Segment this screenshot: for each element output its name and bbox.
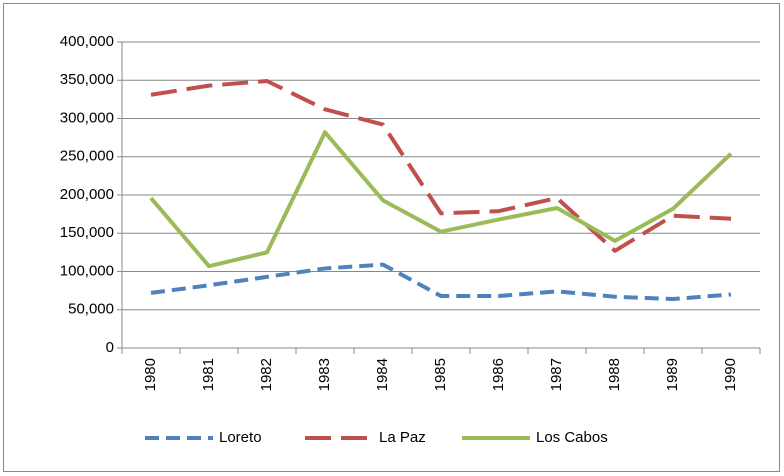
y-tick-label: 0 xyxy=(106,339,114,356)
x-tick-label: 1987 xyxy=(548,358,565,391)
legend-label: Los Cabos xyxy=(536,429,608,446)
y-tick-label: 300,000 xyxy=(60,109,114,126)
x-tick-label: 1980 xyxy=(142,358,159,391)
x-tick-label: 1982 xyxy=(258,358,275,391)
y-tick-label: 350,000 xyxy=(60,71,114,88)
x-tick-label: 1984 xyxy=(374,358,391,391)
x-tick-label: 1989 xyxy=(664,358,681,391)
y-tick-label: 150,000 xyxy=(60,224,114,241)
series-line xyxy=(150,262,732,302)
x-tick-label: 1981 xyxy=(200,358,217,391)
x-tick-label: 1985 xyxy=(432,358,449,391)
x-tick-label: 1983 xyxy=(316,358,333,391)
x-tick-label: 1988 xyxy=(606,358,623,391)
series-line xyxy=(150,79,732,253)
legend-label: La Paz xyxy=(379,429,426,446)
x-tick-label: 1990 xyxy=(722,358,739,391)
x-tick-label: 1986 xyxy=(490,358,507,391)
legend-label: Loreto xyxy=(219,429,262,446)
y-tick-label: 250,000 xyxy=(60,148,114,165)
y-tick-label: 200,000 xyxy=(60,186,114,203)
series-line xyxy=(149,130,733,269)
y-tick-label: 50,000 xyxy=(68,301,114,318)
y-tick-label: 100,000 xyxy=(60,262,114,279)
chart-border xyxy=(3,3,780,472)
y-tick-label: 400,000 xyxy=(60,33,114,50)
